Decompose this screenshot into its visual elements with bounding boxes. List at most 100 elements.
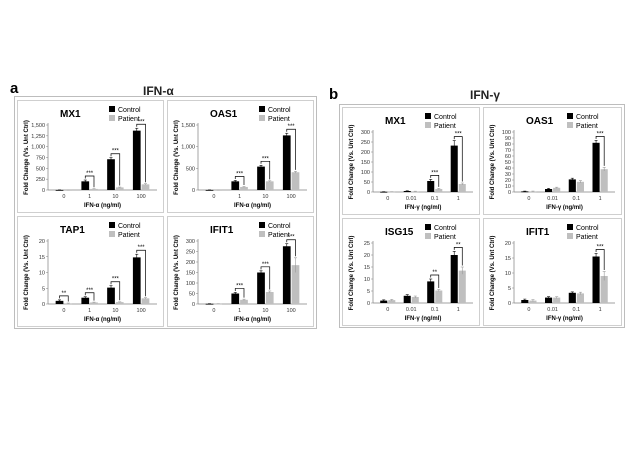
y-tick-label: 15 (505, 256, 511, 262)
bar-control (403, 191, 411, 192)
significance-label: *** (262, 156, 270, 162)
x-tick-label: 1 (599, 307, 602, 313)
bar-control (450, 145, 458, 192)
bar-patient (115, 302, 124, 304)
bar-control (107, 159, 115, 190)
bar-control (282, 246, 291, 304)
legend-label-control: Control (434, 114, 457, 121)
y-tick-label: 250 (36, 177, 45, 183)
significance-label: *** (236, 283, 244, 289)
legend-swatch-patient (109, 231, 115, 237)
bar-patient (458, 184, 466, 192)
legend-label-patient: Patient (268, 116, 290, 123)
bar-patient (576, 293, 584, 303)
bar-patient (64, 189, 73, 191)
y-tick-label: 0 (192, 302, 195, 308)
significance-label: *** (138, 119, 146, 125)
y-tick-label: 100 (186, 281, 195, 287)
y-tick-label: 10 (364, 277, 370, 283)
x-axis-label: IFN-α (ng/ml) (84, 317, 121, 323)
bar-patient (115, 187, 124, 190)
chart-title: ISG15 (385, 227, 414, 238)
bar-control (592, 256, 600, 303)
legend-label-patient: Patient (118, 116, 140, 123)
y-tick-label: 80 (505, 142, 511, 148)
chart-title: MX1 (385, 116, 406, 127)
significance-label: ** (62, 291, 67, 297)
x-tick-label: 100 (137, 308, 146, 314)
bar-patient (529, 300, 537, 303)
chart-title: MX1 (60, 109, 81, 120)
chart-title: IFIT1 (526, 227, 550, 238)
bar-control (81, 297, 90, 304)
x-tick-label: 0.1 (431, 196, 439, 202)
x-axis-label: IFN-α (ng/ml) (234, 317, 271, 323)
significance-label: *** (112, 277, 120, 283)
legend-swatch-patient (567, 122, 573, 128)
chart-a-ifit1: IFIT1 Control Patient 0 50 100 150 200 250 300 Fol… (167, 216, 314, 327)
x-tick-label: 0 (62, 308, 65, 314)
y-axis-label: Fold Change (Vs. Unt Ctrl) (24, 235, 30, 310)
panel-letter-b: b (329, 86, 339, 103)
bar-patient (435, 189, 443, 192)
chart-b-oas1: OAS1 Control Patient 0 10 20 30 40 50 60 70 80 90 100… (483, 107, 622, 215)
legend-swatch-control (567, 224, 573, 230)
bar-patient (553, 187, 561, 192)
y-tick-label: 20 (505, 178, 511, 184)
y-tick-label: 20 (505, 241, 511, 247)
x-axis-label: IFN-α (ng/ml) (84, 203, 121, 209)
legend-swatch-control (109, 106, 115, 112)
bar-control (427, 181, 435, 192)
legend-swatch-patient (259, 231, 265, 237)
y-tick-label: 15 (364, 265, 370, 271)
bar-patient (388, 300, 396, 303)
significance-bracket (430, 175, 440, 187)
bar-patient (265, 181, 274, 190)
x-tick-label: 100 (287, 194, 296, 200)
bar-control (545, 189, 553, 192)
legend-label-patient: Patient (576, 123, 598, 130)
bar-patient (458, 270, 466, 303)
legend-label-control: Control (268, 223, 291, 230)
significance-label: *** (262, 262, 270, 268)
significance-label: *** (288, 124, 296, 130)
bar-control (257, 166, 265, 190)
significance-label: *** (236, 171, 244, 177)
legend-swatch-patient (109, 115, 115, 121)
significance-label: *** (431, 170, 439, 176)
bar-patient (240, 299, 248, 304)
x-tick-label: 0.01 (547, 307, 558, 313)
legend-label-control: Control (118, 223, 141, 230)
y-tick-label: 0 (367, 190, 370, 196)
chart-svg: MX1 Control Patient 0 50 100 150 200 250 300 Fold … (349, 113, 473, 211)
bar-control (380, 300, 388, 303)
significance-bracket (453, 136, 463, 182)
legend-swatch-control (259, 106, 265, 112)
significance-bracket (110, 281, 121, 301)
x-tick-label: 1 (457, 196, 460, 202)
chart-b-isg15: ISG15 Control Patient 0 5 10 15 20 25 Fold Change… (342, 218, 480, 326)
x-tick-label: 0 (527, 307, 530, 313)
y-tick-label: 10 (505, 271, 511, 277)
chart-title: TAP1 (60, 225, 85, 236)
y-tick-label: 40 (505, 166, 511, 172)
significance-bracket (84, 175, 95, 188)
panel-a-frame (14, 96, 317, 329)
x-tick-label: 100 (287, 308, 296, 314)
chart-title: OAS1 (210, 109, 238, 120)
legend-swatch-control (259, 222, 265, 228)
significance-bracket (453, 247, 463, 266)
x-tick-label: 0 (62, 194, 65, 200)
significance-bracket (430, 274, 440, 289)
x-tick-label: 0 (386, 196, 389, 202)
bar-patient (411, 297, 419, 303)
significance-bracket (59, 295, 69, 302)
legend-label-control: Control (434, 225, 457, 232)
x-tick-label: 0 (212, 308, 215, 314)
significance-bracket (136, 249, 146, 297)
x-axis-label: IFN-γ (ng/ml) (405, 316, 442, 322)
x-axis-label: IFN-γ (ng/ml) (405, 205, 442, 211)
bar-control (107, 287, 115, 304)
